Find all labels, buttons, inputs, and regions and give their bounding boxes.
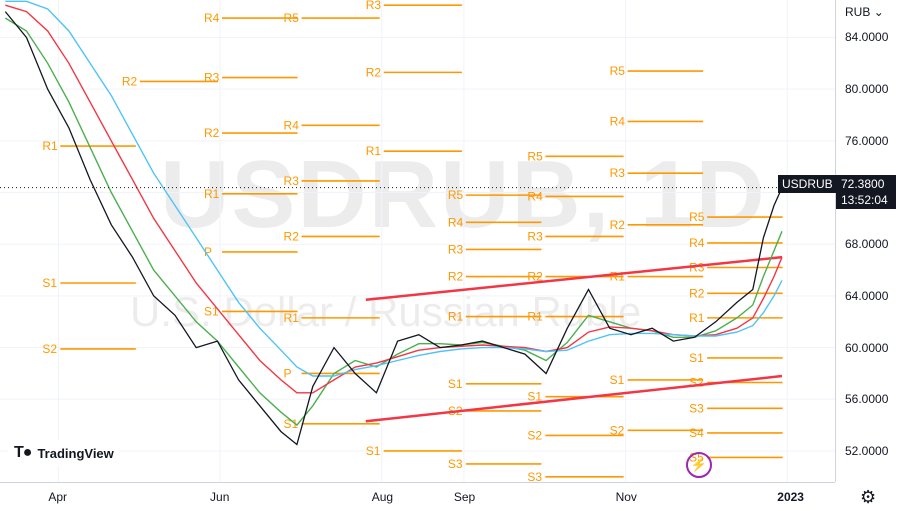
pivot-label: R3 [448, 242, 464, 256]
pivot-label: R3 [527, 229, 543, 243]
pivot-label: R5 [610, 64, 626, 78]
time-axis[interactable] [0, 482, 835, 511]
gear-icon[interactable]: ⚙ [860, 487, 877, 507]
pivot-label: R2 [689, 286, 705, 300]
logo-label: TradingView [37, 445, 114, 461]
pivot-label: R2 [448, 270, 464, 284]
x-tick-label: Jun [210, 490, 230, 504]
pivot-label: S3 [689, 401, 704, 415]
pivot-label: P [204, 245, 212, 259]
pivot-label: P [284, 366, 292, 380]
pivot-label: R1 [527, 310, 543, 324]
price-chart[interactable]: R2 R1 S1 S2 R4 R3 R2 R1 P S1 R5 R4 R3 R2 R1 P S1 R3 R2 R1 S1… [0, 0, 835, 482]
pivot-label: S3 [527, 470, 542, 482]
pivot-label: R1 [610, 270, 626, 284]
pivot-label: R1 [448, 310, 464, 324]
pivot-label: R1 [689, 311, 705, 325]
pivot-label: R3 [689, 260, 705, 274]
trend-channel-line [365, 374, 783, 423]
price-line [4, 11, 783, 446]
pivot-label: R2 [527, 270, 543, 284]
pivot-label: S2 [42, 342, 57, 356]
x-tick-label: 2023 [777, 490, 804, 504]
pivot-label: R2 [610, 218, 626, 232]
pivot-label: S2 [527, 428, 542, 442]
pivot-label: S1 [448, 377, 463, 391]
symbol-price-badge: USDRUB [778, 175, 837, 193]
y-tick-label: 52.0000 [845, 443, 889, 458]
y-tick-label: 84.0000 [845, 30, 889, 45]
pivot-label: R1 [366, 144, 382, 158]
trend-channel-line [365, 255, 783, 302]
y-tick-label: 60.0000 [845, 340, 889, 355]
bar-countdown: 13:52:04 [841, 193, 888, 207]
pivot-label: R1 [284, 311, 300, 325]
pivot-label: S1 [42, 276, 57, 290]
moving-average-line [5, 0, 783, 377]
y-tick-label: 56.0000 [845, 392, 889, 407]
pivot-label: R2 [366, 65, 382, 79]
pivot-label: R1 [204, 187, 220, 201]
price-axis[interactable] [835, 0, 900, 482]
pivot-label: S1 [204, 304, 219, 318]
chevron-down-icon: ⌄ [873, 5, 884, 19]
pivot-label: S2 [689, 375, 704, 389]
pivot-label: R4 [204, 11, 220, 25]
pivot-label: R2 [284, 229, 300, 243]
currency-selector[interactable]: RUB ⌄ [845, 5, 884, 19]
pivot-label: R5 [689, 210, 705, 224]
x-tick-label: Aug [371, 490, 394, 504]
x-tick-label: Apr [48, 490, 67, 504]
pivot-label: S2 [610, 423, 625, 437]
pivot-label: R5 [448, 188, 464, 202]
pivot-label: R2 [122, 74, 138, 88]
last-price-badge: 72.3800 13:52:04 [836, 175, 896, 209]
last-price: 72.3800 [841, 177, 885, 191]
pivot-label: S1 [366, 444, 381, 458]
y-tick-label: 76.0000 [845, 133, 889, 148]
moving-average-line [4, 17, 783, 427]
pivot-label: S1 [527, 390, 542, 404]
x-tick-label: Sep [453, 490, 476, 504]
pivot-label: R5 [527, 149, 543, 163]
pivot-label: R4 [448, 215, 464, 229]
pivot-label: R3 [284, 174, 300, 188]
pivot-label: R3 [204, 71, 220, 85]
pivot-label: R4 [689, 236, 705, 250]
pivot-label: R3 [366, 0, 382, 12]
pivot-label: R4 [610, 114, 626, 128]
pivot-label: R4 [284, 118, 300, 132]
pivot-label: S1 [610, 373, 625, 387]
pivot-label: S3 [448, 457, 463, 471]
y-tick-label: 68.0000 [845, 237, 889, 252]
lightning-icon[interactable]: ⚡ [686, 452, 712, 478]
pivot-label: R1 [42, 139, 58, 153]
y-tick-label: 64.0000 [845, 288, 889, 303]
tradingview-logo[interactable]: T● TradingView [8, 440, 120, 466]
pivot-label: S4 [689, 426, 704, 440]
pivot-label: R5 [284, 11, 300, 25]
pivot-label: R3 [610, 166, 626, 180]
pivot-label: R2 [204, 126, 220, 140]
tradingview-icon: T● [14, 444, 32, 461]
pivot-label: S1 [284, 417, 299, 431]
y-tick-label: 80.0000 [845, 82, 889, 97]
x-tick-label: Nov [615, 490, 637, 504]
currency-label: RUB [845, 5, 871, 19]
pivot-label: R4 [527, 189, 543, 203]
pivot-label: S1 [689, 351, 704, 365]
